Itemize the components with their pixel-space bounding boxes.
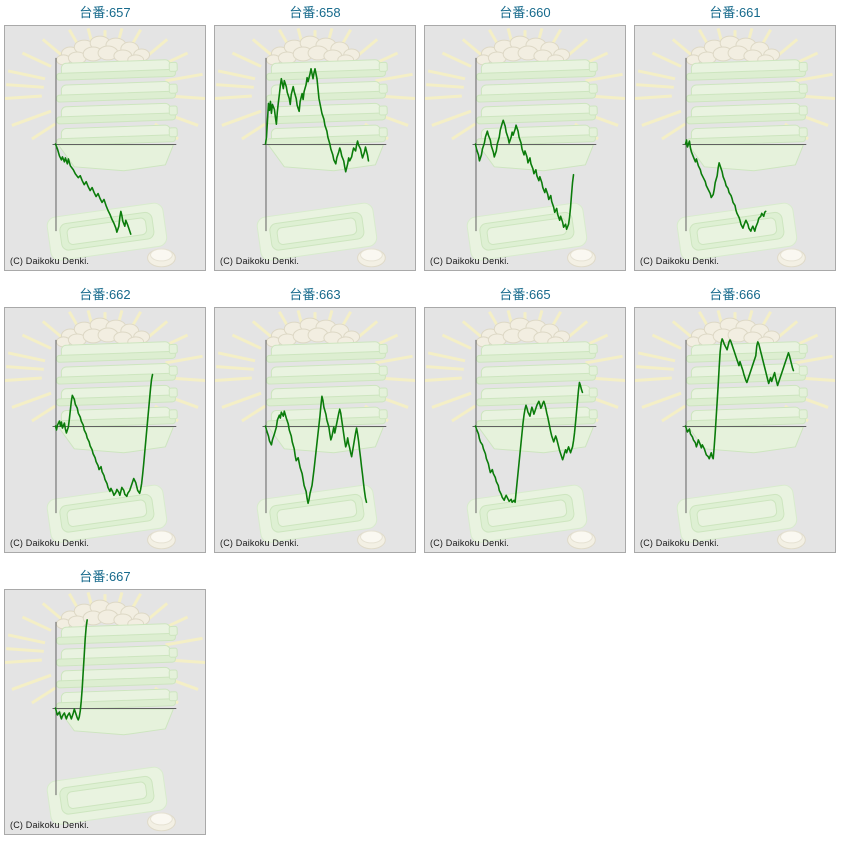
slump-graph (5, 28, 205, 268)
slump-graph (635, 28, 835, 268)
ball-pile-icon (265, 317, 361, 348)
machine-card: 台番:665 (424, 287, 626, 553)
dish-icon (147, 248, 176, 268)
dish-icon (147, 530, 176, 550)
copyright-label: (C) Daikoku Denki. (10, 538, 90, 548)
pachinko-machine-watermark (635, 310, 835, 550)
machine-graph-grid: 台番:657 (4, 5, 836, 835)
slump-graph-panel: (C) Daikoku Denki. (634, 25, 836, 271)
machine-card: 台番:663 (214, 287, 416, 553)
slump-graph-panel: (C) Daikoku Denki. (424, 25, 626, 271)
pachinko-machine-watermark (215, 310, 415, 550)
ball-pile-icon (685, 317, 781, 348)
lower-tray-icon (256, 202, 378, 261)
tray-stack-icon (686, 59, 808, 172)
slump-graph-panel: (C) Daikoku Denki. (4, 25, 206, 271)
copyright-label: (C) Daikoku Denki. (430, 256, 510, 266)
slump-graph (425, 310, 625, 550)
ball-pile-icon (55, 599, 151, 630)
copyright-label: (C) Daikoku Denki. (640, 538, 720, 548)
copyright-label: (C) Daikoku Denki. (220, 256, 300, 266)
pachinko-machine-watermark (635, 28, 835, 268)
slump-graph-panel: (C) Daikoku Denki. (4, 589, 206, 835)
lower-tray-icon (676, 484, 798, 543)
tray-stack-icon (476, 341, 598, 454)
slump-graph (425, 28, 625, 268)
payout-line (264, 68, 370, 173)
slump-graph (5, 592, 205, 832)
slump-graph-panel: (C) Daikoku Denki. (424, 307, 626, 553)
slump-graph (215, 310, 415, 550)
tray-stack-icon (266, 341, 388, 454)
lower-tray-icon (46, 202, 168, 261)
machine-number-title[interactable]: 台番:663 (289, 287, 341, 302)
dish-icon (777, 530, 806, 550)
machine-card: 台番:658 (214, 5, 416, 271)
machine-number-title[interactable]: 台番:660 (499, 5, 551, 20)
machine-card: 台番:667 (4, 569, 206, 835)
ball-pile-icon (55, 317, 151, 348)
lower-tray-icon (466, 202, 588, 261)
machine-number-title[interactable]: 台番:665 (499, 287, 551, 302)
dish-icon (357, 248, 386, 268)
ball-pile-icon (475, 317, 571, 348)
pachinko-machine-watermark (5, 592, 205, 832)
dish-icon (147, 812, 176, 832)
pachinko-machine-watermark (5, 310, 205, 550)
slump-graph-panel: (C) Daikoku Denki. (634, 307, 836, 553)
lower-tray-icon (466, 484, 588, 543)
dish-icon (567, 248, 596, 268)
payout-line (474, 119, 575, 230)
pachinko-machine-watermark (5, 28, 205, 268)
machine-card: 台番:660 (424, 5, 626, 271)
machine-card: 台番:657 (4, 5, 206, 271)
copyright-label: (C) Daikoku Denki. (10, 256, 90, 266)
ball-pile-icon (475, 35, 571, 66)
payout-line (54, 619, 88, 721)
pachinko-machine-watermark (425, 310, 625, 550)
tray-stack-icon (56, 59, 178, 172)
payout-line (474, 381, 584, 504)
machine-number-title[interactable]: 台番:661 (709, 5, 761, 20)
slump-graph (635, 310, 835, 550)
machine-number-title[interactable]: 台番:657 (79, 5, 131, 20)
machine-card: 台番:661 (634, 5, 836, 271)
tray-stack-icon (476, 59, 598, 172)
slump-graph-panel: (C) Daikoku Denki. (4, 307, 206, 553)
lower-tray-icon (256, 484, 378, 543)
machine-number-title[interactable]: 台番:666 (709, 287, 761, 302)
machine-card: 台番:662 (4, 287, 206, 553)
payout-line (264, 395, 368, 505)
machine-number-title[interactable]: 台番:662 (79, 287, 131, 302)
copyright-label: (C) Daikoku Denki. (640, 256, 720, 266)
pachinko-machine-watermark (215, 28, 415, 268)
dish-icon (567, 530, 596, 550)
payout-line (54, 373, 154, 498)
copyright-label: (C) Daikoku Denki. (220, 538, 300, 548)
payout-line (54, 143, 132, 235)
pachinko-machine-watermark (425, 28, 625, 268)
copyright-label: (C) Daikoku Denki. (430, 538, 510, 548)
tray-stack-icon (56, 341, 178, 454)
tray-stack-icon (266, 59, 388, 172)
slump-graph-panel: (C) Daikoku Denki. (214, 307, 416, 553)
slump-graph-panel: (C) Daikoku Denki. (214, 25, 416, 271)
copyright-label: (C) Daikoku Denki. (10, 820, 90, 830)
lower-tray-icon (46, 484, 168, 543)
machine-card: 台番:666 (634, 287, 836, 553)
machine-number-title[interactable]: 台番:667 (79, 569, 131, 584)
machine-number-title[interactable]: 台番:658 (289, 5, 341, 20)
dish-icon (357, 530, 386, 550)
slump-graph (215, 28, 415, 268)
payout-line (684, 139, 767, 232)
tray-stack-icon (56, 623, 178, 736)
slump-graph (5, 310, 205, 550)
lower-tray-icon (46, 766, 168, 825)
dish-icon (777, 248, 806, 268)
payout-line (684, 338, 795, 460)
